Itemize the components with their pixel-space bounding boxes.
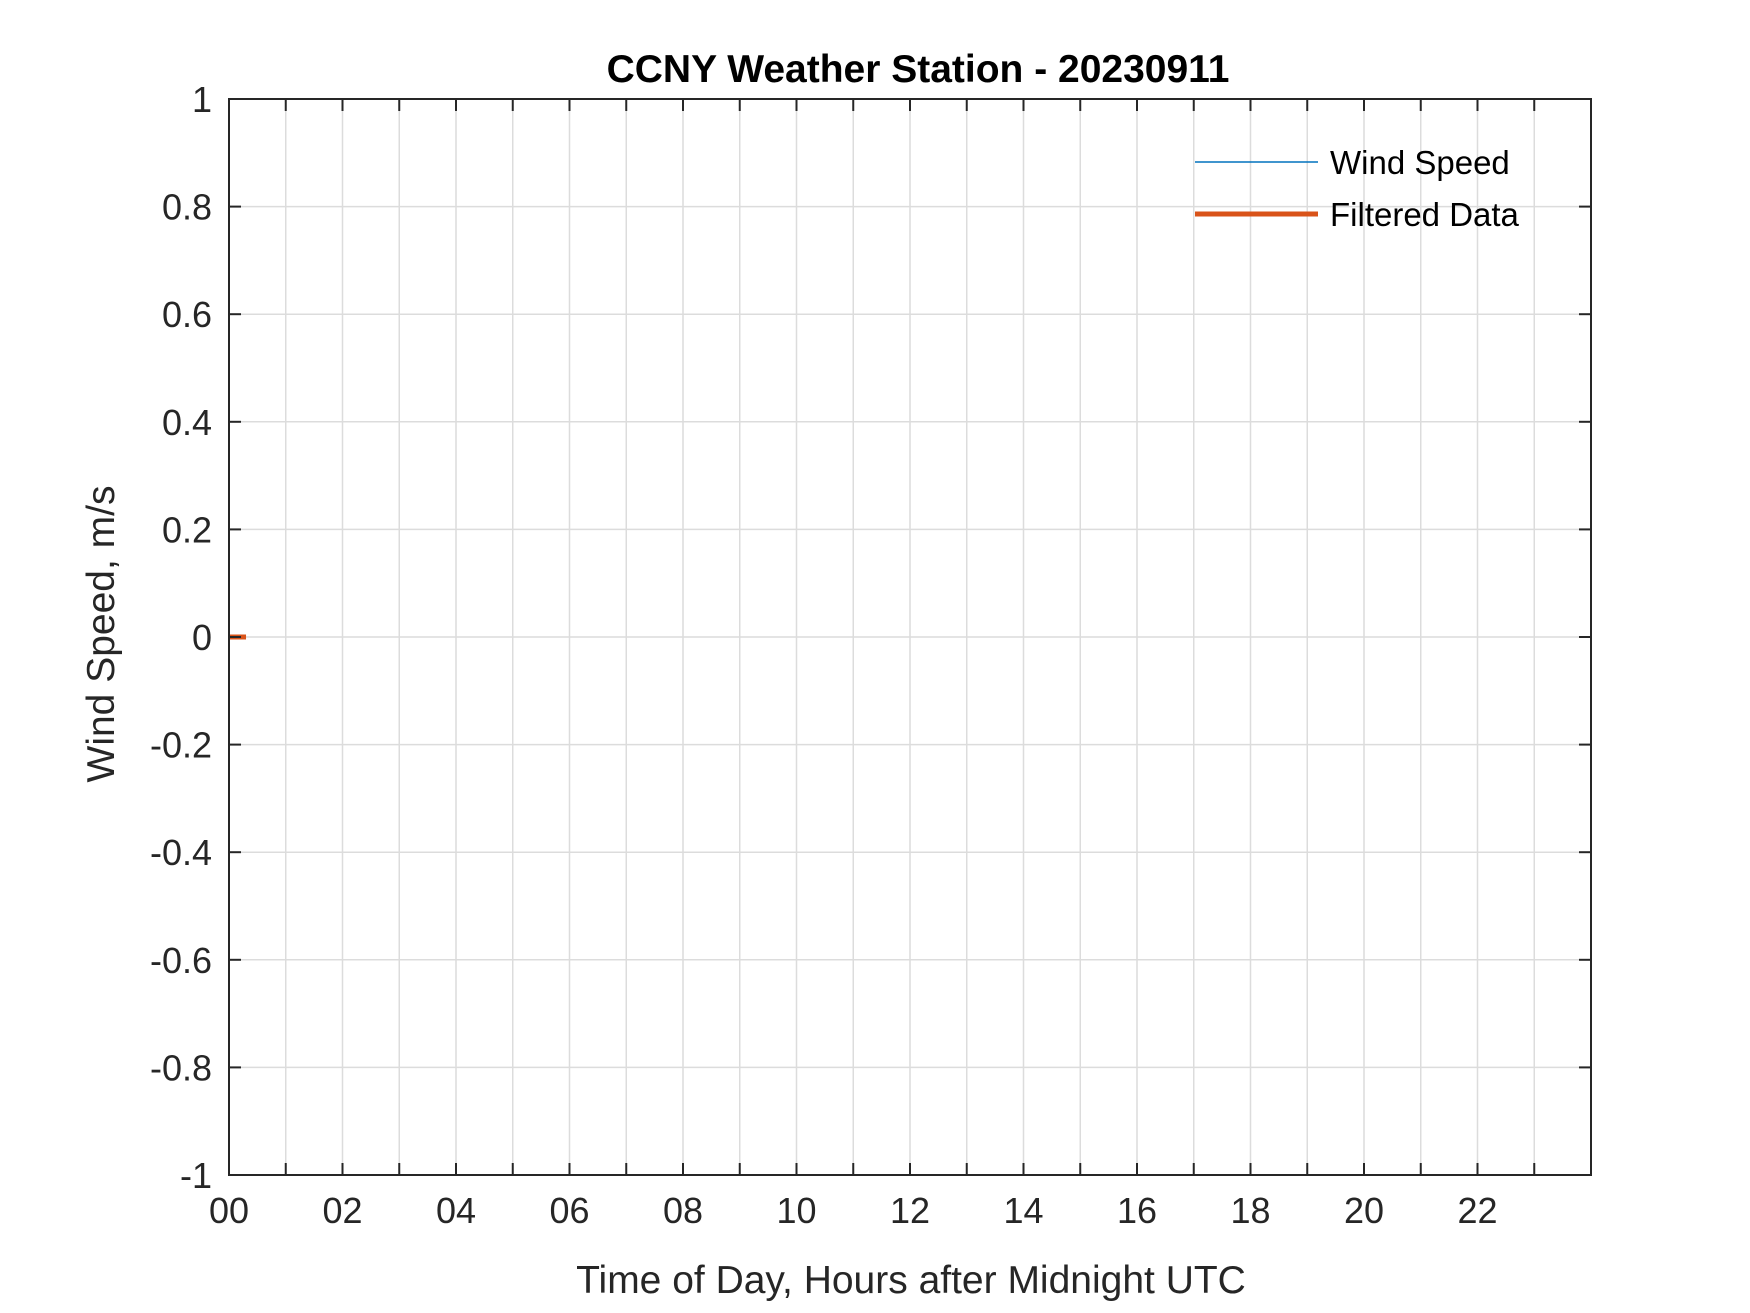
legend: Wind Speed Filtered Data: [1195, 144, 1520, 233]
y-axis-label: Wind Speed, m/s: [80, 486, 123, 783]
x-tick-label: 04: [436, 1190, 476, 1231]
y-tick-label: 1: [192, 79, 212, 120]
x-tick-label: 02: [322, 1190, 362, 1231]
y-tick-label: 0.8: [162, 187, 212, 228]
y-tick-label: -0.8: [150, 1047, 212, 1088]
x-tick-label: 14: [1003, 1190, 1043, 1231]
legend-entry: Wind Speed: [1330, 144, 1510, 181]
x-tick-label: 16: [1117, 1190, 1157, 1231]
x-tick-label: 06: [549, 1190, 589, 1231]
x-tick-label: 20: [1344, 1190, 1384, 1231]
x-tick-labels: 00 02 04 06 08 10 12 14 16 18 20 22: [209, 1190, 1498, 1231]
x-tick-label: 10: [776, 1190, 816, 1231]
y-tick-labels: -1 -0.8 -0.6 -0.4 -0.2 0 0.2 0.4 0.6 0.8 1: [150, 79, 212, 1196]
y-tick-label: 0.2: [162, 509, 212, 550]
x-tick-label: 12: [890, 1190, 930, 1231]
y-tick-label: 0.4: [162, 402, 212, 443]
x-tick-label: 08: [663, 1190, 703, 1231]
y-tick-label: 0.6: [162, 294, 212, 335]
y-tick-label: -0.6: [150, 940, 212, 981]
ticks: [228, 98, 1591, 1176]
x-tick-label: 18: [1230, 1190, 1270, 1231]
chart-title: CCNY Weather Station - 20230911: [607, 48, 1230, 91]
x-tick-label: 00: [209, 1190, 249, 1231]
legend-entry: Filtered Data: [1330, 196, 1520, 233]
y-tick-label: -0.4: [150, 832, 212, 873]
y-tick-label: -0.2: [150, 725, 212, 766]
y-tick-label: 0: [192, 617, 212, 658]
y-tick-label: -1: [180, 1155, 212, 1196]
x-tick-label: 22: [1457, 1190, 1497, 1231]
x-axis-label: Time of Day, Hours after Midnight UTC: [576, 1259, 1246, 1302]
